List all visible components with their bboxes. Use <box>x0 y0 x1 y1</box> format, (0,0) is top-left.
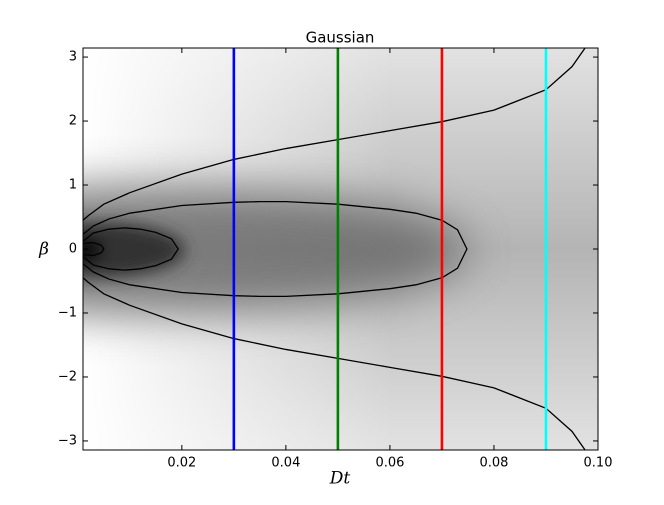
y-tick-label: 3 <box>69 50 77 65</box>
x-tick-label: 0.04 <box>271 456 300 471</box>
y-tick-label: −2 <box>58 369 77 384</box>
chart-title: Gaussian <box>306 29 375 47</box>
x-tick-label: 0.08 <box>479 456 508 471</box>
x-tick-label: 0.02 <box>167 456 196 471</box>
contour-line <box>83 201 468 297</box>
y-tick-label: 2 <box>69 114 77 129</box>
heatmap <box>83 48 598 450</box>
y-tick-label: −1 <box>58 305 77 320</box>
y-tick-label: 1 <box>69 178 77 193</box>
contour-line <box>83 241 105 257</box>
y-tick-label: −3 <box>58 433 77 448</box>
contour-line <box>83 227 179 271</box>
y-axis-label: β <box>38 240 49 260</box>
x-axis-label: Dt <box>329 469 351 489</box>
contour-line <box>83 277 586 450</box>
x-tick-label: 0.06 <box>375 456 404 471</box>
y-tick-label: 0 <box>69 242 77 257</box>
contour-line <box>83 48 586 221</box>
x-tick-label: 0.10 <box>584 456 613 471</box>
